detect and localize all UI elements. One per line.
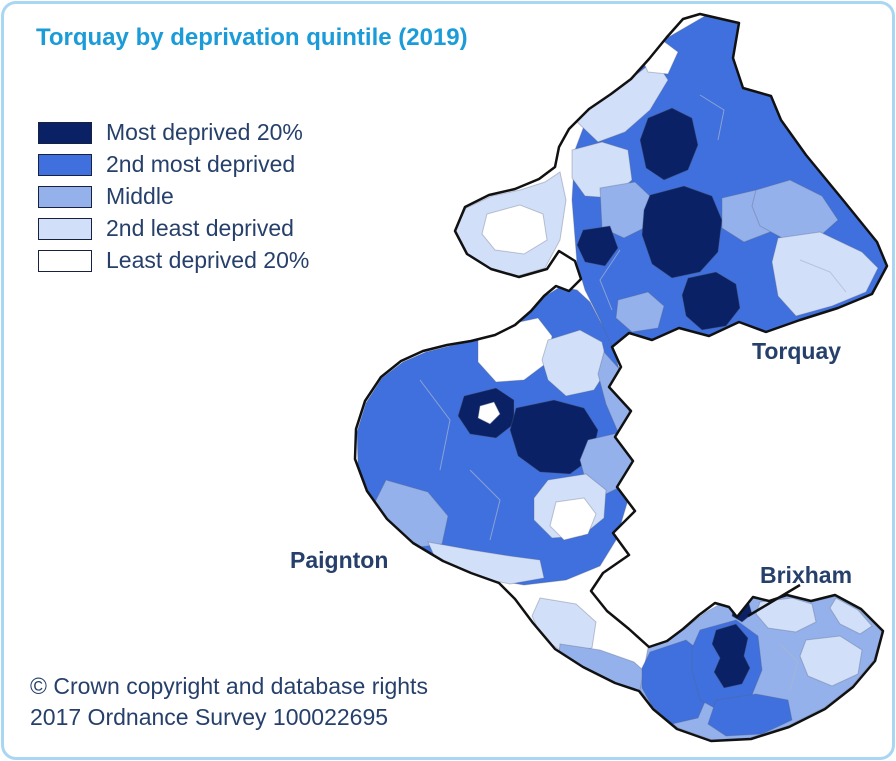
legend-swatch-2nd-least-deprived: [38, 217, 92, 240]
legend-item: Least deprived 20%: [38, 247, 310, 273]
map-region: [681, 271, 741, 331]
map-region: [711, 623, 751, 689]
map-region: [755, 597, 817, 633]
map-region: [509, 399, 599, 475]
ward-boundary-line: [699, 94, 725, 141]
map-label-brixham: Brixham: [760, 562, 853, 588]
map-region: [639, 107, 699, 181]
map-region: [576, 225, 619, 267]
map-region: [481, 204, 548, 255]
ward-boundary-line: [779, 643, 799, 691]
ward-boundary-line: [469, 469, 501, 541]
legend-item: Most deprived 20%: [38, 119, 309, 145]
map-region: [771, 231, 879, 317]
map-region: [829, 597, 873, 635]
map-region: [707, 693, 793, 737]
copyright-notice: © Crown copyright and database rights 20…: [30, 671, 428, 733]
legend-item: 2nd least deprived: [38, 215, 309, 241]
brixham-leader-line: [747, 583, 801, 618]
map-region: [477, 401, 501, 425]
legend-label: 2nd least deprived: [106, 215, 294, 241]
map-region: [615, 291, 665, 333]
map-region: [541, 329, 609, 397]
legend-swatch-2nd-most-deprived: [38, 153, 92, 176]
legend-swatch-middle: [38, 185, 92, 208]
legend-item: 2nd most deprived: [38, 151, 309, 177]
ward-boundary-line: [599, 249, 621, 311]
legend-label: 2nd most deprived: [106, 151, 296, 177]
page-title: Torquay by deprivation quintile (2019): [36, 24, 468, 51]
map-label-torquay: Torquay: [752, 338, 842, 364]
map-region: [799, 635, 863, 687]
ward-boundary-line: [419, 379, 451, 471]
legend-swatch-least-deprived: [38, 249, 92, 272]
legend-item: Middle: [38, 183, 309, 209]
legend-label: Most deprived 20%: [106, 119, 303, 145]
legend-label: Least deprived 20%: [106, 247, 310, 273]
copyright-line-1: © Crown copyright and database rights: [30, 673, 428, 699]
map-region: [641, 185, 723, 279]
copyright-line-2: 2017 Ordnance Survey 100022695: [30, 704, 389, 730]
map-label-paignton: Paignton: [290, 547, 389, 573]
legend-swatch-most-deprived: [38, 121, 92, 144]
legend-label: Middle: [106, 183, 174, 209]
map-region: [549, 497, 597, 541]
ward-boundary-line: [799, 259, 847, 293]
landmass-outline: [353, 12, 889, 743]
deprivation-legend: Most deprived 20% 2nd most deprived Midd…: [38, 119, 310, 281]
map-regions: [355, 14, 887, 741]
